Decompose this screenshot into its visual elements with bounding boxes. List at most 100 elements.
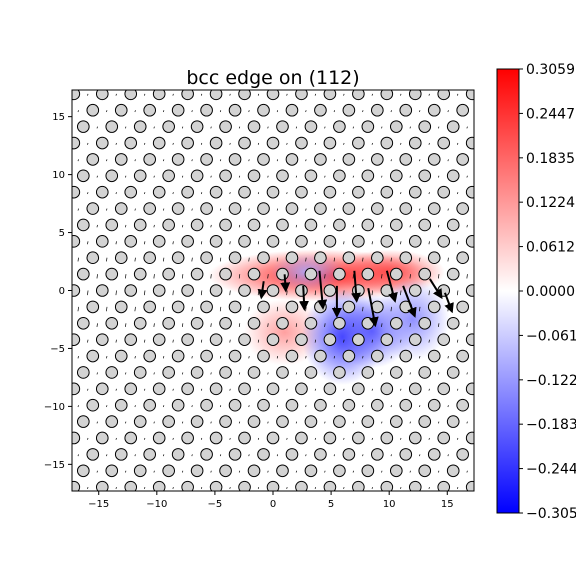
atom xyxy=(72,333,81,346)
atom xyxy=(400,498,412,510)
atom xyxy=(124,382,138,396)
quiver-tick xyxy=(419,306,421,312)
quiver-tick xyxy=(210,421,212,424)
atom xyxy=(446,316,460,330)
atom xyxy=(162,169,175,183)
atom xyxy=(257,202,270,215)
quiver-tick xyxy=(77,306,79,312)
quiver-tick xyxy=(77,405,79,408)
atom xyxy=(361,415,375,428)
quiver-tick xyxy=(447,257,449,262)
quiver-tick xyxy=(428,437,430,440)
atom xyxy=(171,251,185,265)
atom xyxy=(447,514,459,526)
quiver-tick xyxy=(495,176,496,178)
quiver-tick xyxy=(457,192,459,195)
atom xyxy=(172,498,184,510)
x-axis: −15 −10 −5 0 5 10 15 xyxy=(88,491,454,510)
colorbar-tick-label: −0.2447 xyxy=(526,462,576,478)
atom xyxy=(408,333,422,346)
quiver-tick xyxy=(457,487,459,490)
quiver-tick xyxy=(154,77,155,79)
quiver-tick xyxy=(314,339,317,343)
quiver-tick xyxy=(390,454,392,457)
atom xyxy=(72,235,81,248)
atom xyxy=(114,251,128,265)
atom xyxy=(190,267,204,281)
atom xyxy=(209,382,223,396)
quiver-tick xyxy=(191,257,193,262)
atom xyxy=(257,349,270,363)
atom xyxy=(266,431,280,445)
quiver-tick xyxy=(466,470,468,473)
quiver-tick xyxy=(295,126,298,129)
quiver-tick xyxy=(467,77,468,79)
quiver-tick xyxy=(352,372,354,375)
quiver-tick xyxy=(390,405,392,408)
quiver-tick xyxy=(96,224,98,228)
quiver-tick xyxy=(314,290,317,296)
atom xyxy=(408,382,422,396)
quiver-tick xyxy=(381,224,383,228)
quiver-tick xyxy=(248,454,250,457)
atom xyxy=(285,251,299,265)
atom xyxy=(228,448,242,461)
atom xyxy=(266,284,280,297)
quiver-tick xyxy=(154,520,155,522)
atom xyxy=(266,235,280,248)
quiver-tick xyxy=(125,323,127,328)
atom xyxy=(304,366,318,379)
quiver-tick xyxy=(438,126,440,129)
atom xyxy=(362,72,374,84)
quiver-tick xyxy=(153,372,155,375)
quiver-tick xyxy=(77,257,79,262)
x-tick-label: 10 xyxy=(383,499,396,510)
quiver-tick xyxy=(343,339,345,343)
quiver-tick xyxy=(438,224,440,228)
quiver-tick xyxy=(87,388,89,391)
atom-lattice xyxy=(72,72,488,526)
quiver-tick xyxy=(428,487,430,490)
atom xyxy=(219,267,232,281)
quiver-tick xyxy=(248,159,250,162)
atom xyxy=(361,316,375,330)
quiver-tick xyxy=(314,192,317,195)
atom xyxy=(399,349,413,363)
atom xyxy=(305,514,317,526)
quiver-tick xyxy=(333,159,335,162)
quiver-tick xyxy=(125,224,127,228)
colorbar-tick-label: 0.3059 xyxy=(526,62,575,78)
quiver-tick xyxy=(419,61,420,63)
quiver-tick xyxy=(267,274,269,279)
atom xyxy=(295,480,308,491)
atom xyxy=(285,153,299,166)
quiver-tick xyxy=(286,192,288,195)
quiver-tick xyxy=(134,159,136,162)
quiver-tick xyxy=(134,110,136,113)
atom xyxy=(456,202,469,215)
y-tick-label: 0 xyxy=(59,286,65,297)
y-axis: −15 −10 −5 0 5 10 15 xyxy=(44,112,72,471)
quiver-tick xyxy=(438,520,439,522)
atom xyxy=(114,153,128,166)
atom xyxy=(333,415,346,428)
atom xyxy=(266,185,280,199)
atom xyxy=(380,480,394,491)
quiver-tick xyxy=(77,208,79,211)
x-tick-label: −15 xyxy=(88,499,109,510)
atom xyxy=(371,251,384,265)
quiver-tick xyxy=(248,306,250,312)
quiver-tick xyxy=(495,520,496,522)
quiver-tick xyxy=(466,175,468,178)
atom xyxy=(380,431,394,445)
atom xyxy=(476,219,488,231)
quiver-tick xyxy=(96,175,98,178)
atom xyxy=(200,153,213,166)
atom xyxy=(200,398,213,412)
atom xyxy=(114,448,128,461)
quiver-tick xyxy=(363,61,364,63)
x-tick-label: 15 xyxy=(441,499,454,510)
quiver-tick xyxy=(144,93,146,96)
atom xyxy=(200,448,213,461)
atom xyxy=(380,185,394,199)
